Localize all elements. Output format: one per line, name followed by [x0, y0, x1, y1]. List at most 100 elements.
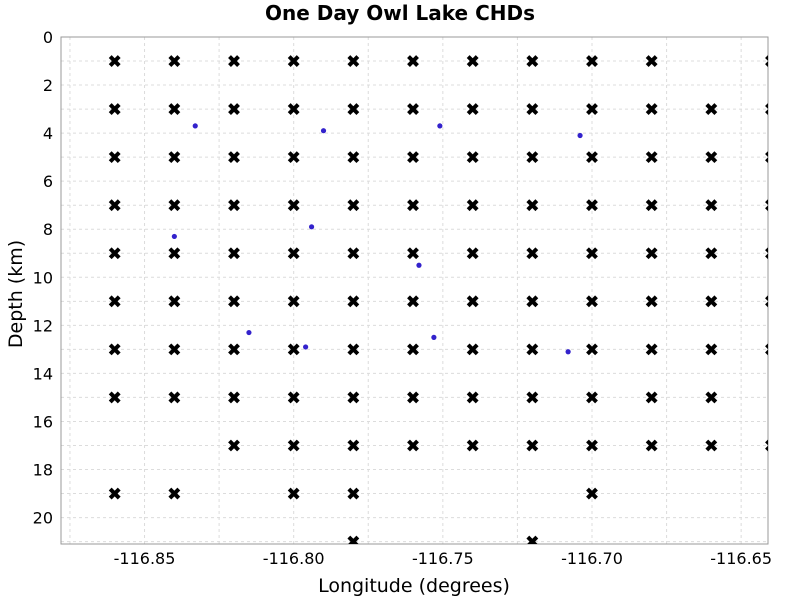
y-tick-label: 16 [33, 412, 53, 431]
x-marker-stroke [586, 103, 598, 115]
y-axis-ticks: 0 2 4 6 8 10 12 14 16 18 20 [33, 28, 53, 528]
x-marker-stroke [705, 343, 718, 356]
x-marker-stroke [407, 391, 419, 404]
x-marker [765, 103, 768, 115]
x-marker [526, 199, 539, 212]
x-marker-stroke [407, 103, 419, 115]
x-marker [645, 199, 658, 212]
x-marker [407, 247, 419, 260]
x-marker [228, 391, 240, 404]
x-marker [705, 439, 718, 452]
x-marker-stroke [526, 55, 539, 67]
x-marker [168, 295, 181, 308]
x-marker-stroke [645, 103, 658, 115]
x-marker-stroke [287, 391, 300, 404]
x-marker [765, 151, 768, 164]
y-axis-label: Depth (km) [5, 240, 27, 348]
x-marker-stroke [466, 247, 479, 260]
x-marker [765, 295, 768, 308]
x-marker [705, 199, 718, 212]
x-marker-stroke [287, 103, 300, 115]
x-marker [347, 439, 360, 452]
x-marker-stroke [586, 295, 598, 308]
x-marker-stroke [108, 103, 121, 115]
x-marker-stroke [228, 295, 240, 308]
x-marker [466, 439, 479, 452]
x-marker-stroke [108, 391, 121, 404]
x-marker [287, 103, 300, 115]
x-marker-stroke [466, 199, 479, 212]
x-marker [466, 247, 479, 260]
x-marker-stroke [765, 301, 768, 308]
x-marker-stroke [466, 295, 479, 308]
y-tick-label: 6 [43, 172, 53, 191]
x-marker [347, 535, 360, 544]
dot-marker [320, 128, 327, 134]
x-marker-stroke [586, 487, 598, 500]
x-marker-stroke [765, 61, 768, 67]
x-marker-stroke [765, 343, 768, 350]
x-marker [168, 103, 181, 115]
x-marker-stroke [347, 391, 360, 404]
x-marker [347, 55, 360, 67]
x-marker-stroke [765, 253, 768, 260]
x-tick-label: -116.75 [412, 549, 474, 568]
x-marker [526, 151, 539, 164]
x-marker [108, 199, 121, 212]
x-marker-stroke [347, 247, 360, 260]
x-marker-stroke [765, 439, 768, 446]
x-marker [586, 295, 598, 308]
x-marker-stroke [466, 103, 479, 115]
x-marker [526, 247, 539, 260]
x-marker-stroke [228, 151, 240, 164]
x-marker [168, 55, 181, 67]
x-marker-stroke [407, 439, 419, 452]
chart-title: One Day Owl Lake CHDs [265, 1, 535, 25]
x-marker [168, 199, 181, 212]
x-marker [466, 103, 479, 115]
x-marker [287, 487, 300, 500]
x-marker-stroke [765, 199, 768, 206]
x-marker-stroke [108, 247, 121, 260]
x-marker-stroke [645, 247, 658, 260]
x-marker-stroke [228, 391, 240, 404]
x-marker [586, 55, 598, 67]
x-marker-stroke [765, 247, 768, 254]
x-marker [645, 55, 658, 67]
x-marker [765, 55, 768, 67]
dot-marker [308, 224, 315, 230]
x-axis-ticks: -116.85 -116.80 -116.75 -116.70 -116.65 [114, 549, 772, 568]
x-marker [108, 55, 121, 67]
x-tick-label: -116.80 [263, 549, 325, 568]
x-marker-stroke [527, 535, 539, 544]
x-marker [108, 295, 121, 308]
x-marker [645, 151, 658, 164]
x-marker [108, 103, 121, 115]
x-marker-stroke [168, 151, 181, 164]
x-marker [407, 295, 419, 308]
x-marker [108, 487, 121, 500]
plot-area-frame [60, 36, 769, 545]
x-marker-stroke [347, 343, 360, 356]
x-marker-stroke [526, 199, 539, 212]
x-marker [705, 151, 718, 164]
dot-marker [431, 334, 437, 340]
x-marker [526, 391, 539, 404]
x-marker [407, 103, 419, 115]
x-marker [407, 199, 419, 212]
x-marker [705, 343, 718, 356]
x-marker-stroke [526, 295, 539, 308]
x-marker-stroke [526, 247, 539, 260]
x-marker [228, 199, 240, 212]
x-marker-stroke [586, 247, 598, 260]
x-marker-stroke [705, 103, 718, 115]
x-marker [228, 103, 240, 115]
x-marker-stroke [287, 199, 300, 212]
x-marker [705, 103, 718, 115]
x-marker-stroke [108, 55, 121, 67]
x-marker [287, 391, 300, 404]
x-marker [228, 439, 240, 452]
dot-marker [303, 344, 309, 350]
x-marker-stroke [168, 103, 181, 115]
y-tick-label: 18 [33, 461, 53, 480]
